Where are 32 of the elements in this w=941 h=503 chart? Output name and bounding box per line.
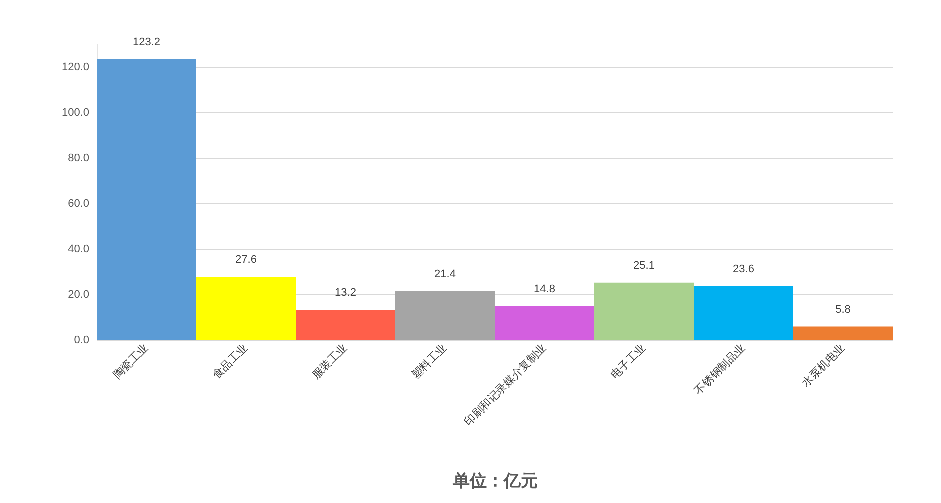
bar xyxy=(97,59,196,340)
x-tick-label: 塑料工业 xyxy=(409,342,450,382)
bar xyxy=(694,286,794,340)
data-label: 21.4 xyxy=(434,268,456,280)
y-tick-label: 120.0 xyxy=(62,61,90,74)
x-tick-label: 水泵机电业 xyxy=(799,342,848,390)
x-tick-label: 服装工业 xyxy=(310,342,350,382)
bar xyxy=(196,277,296,340)
x-tick-label: 印刷和记录媒介复制业 xyxy=(462,342,549,429)
x-tick-label: 食品工业 xyxy=(210,342,250,382)
data-label: 27.6 xyxy=(236,254,257,266)
x-tick-label: 电子工业 xyxy=(608,342,648,382)
y-tick-label: 40.0 xyxy=(68,243,90,256)
y-tick-label: 20.0 xyxy=(68,288,90,301)
x-tick-label: 陶瓷工业 xyxy=(110,342,151,382)
y-tick-label: 100.0 xyxy=(62,106,90,119)
data-label: 23.6 xyxy=(733,263,754,276)
bar xyxy=(594,282,694,340)
bar xyxy=(495,306,594,340)
data-label: 123.2 xyxy=(132,36,161,48)
data-label: 13.2 xyxy=(335,286,356,299)
bar xyxy=(794,326,893,340)
data-label: 5.8 xyxy=(836,304,851,316)
y-tick-label: 0.0 xyxy=(74,334,90,346)
data-label: 14.8 xyxy=(534,283,556,296)
bar xyxy=(296,310,396,340)
data-label: 25.1 xyxy=(634,260,655,272)
bar xyxy=(396,291,495,340)
x-axis-title: 单位：亿元 xyxy=(452,472,538,490)
y-tick-label: 80.0 xyxy=(68,152,90,164)
y-tick-label: 60.0 xyxy=(68,198,90,210)
x-tick-label: 不锈钢制品业 xyxy=(692,342,748,398)
